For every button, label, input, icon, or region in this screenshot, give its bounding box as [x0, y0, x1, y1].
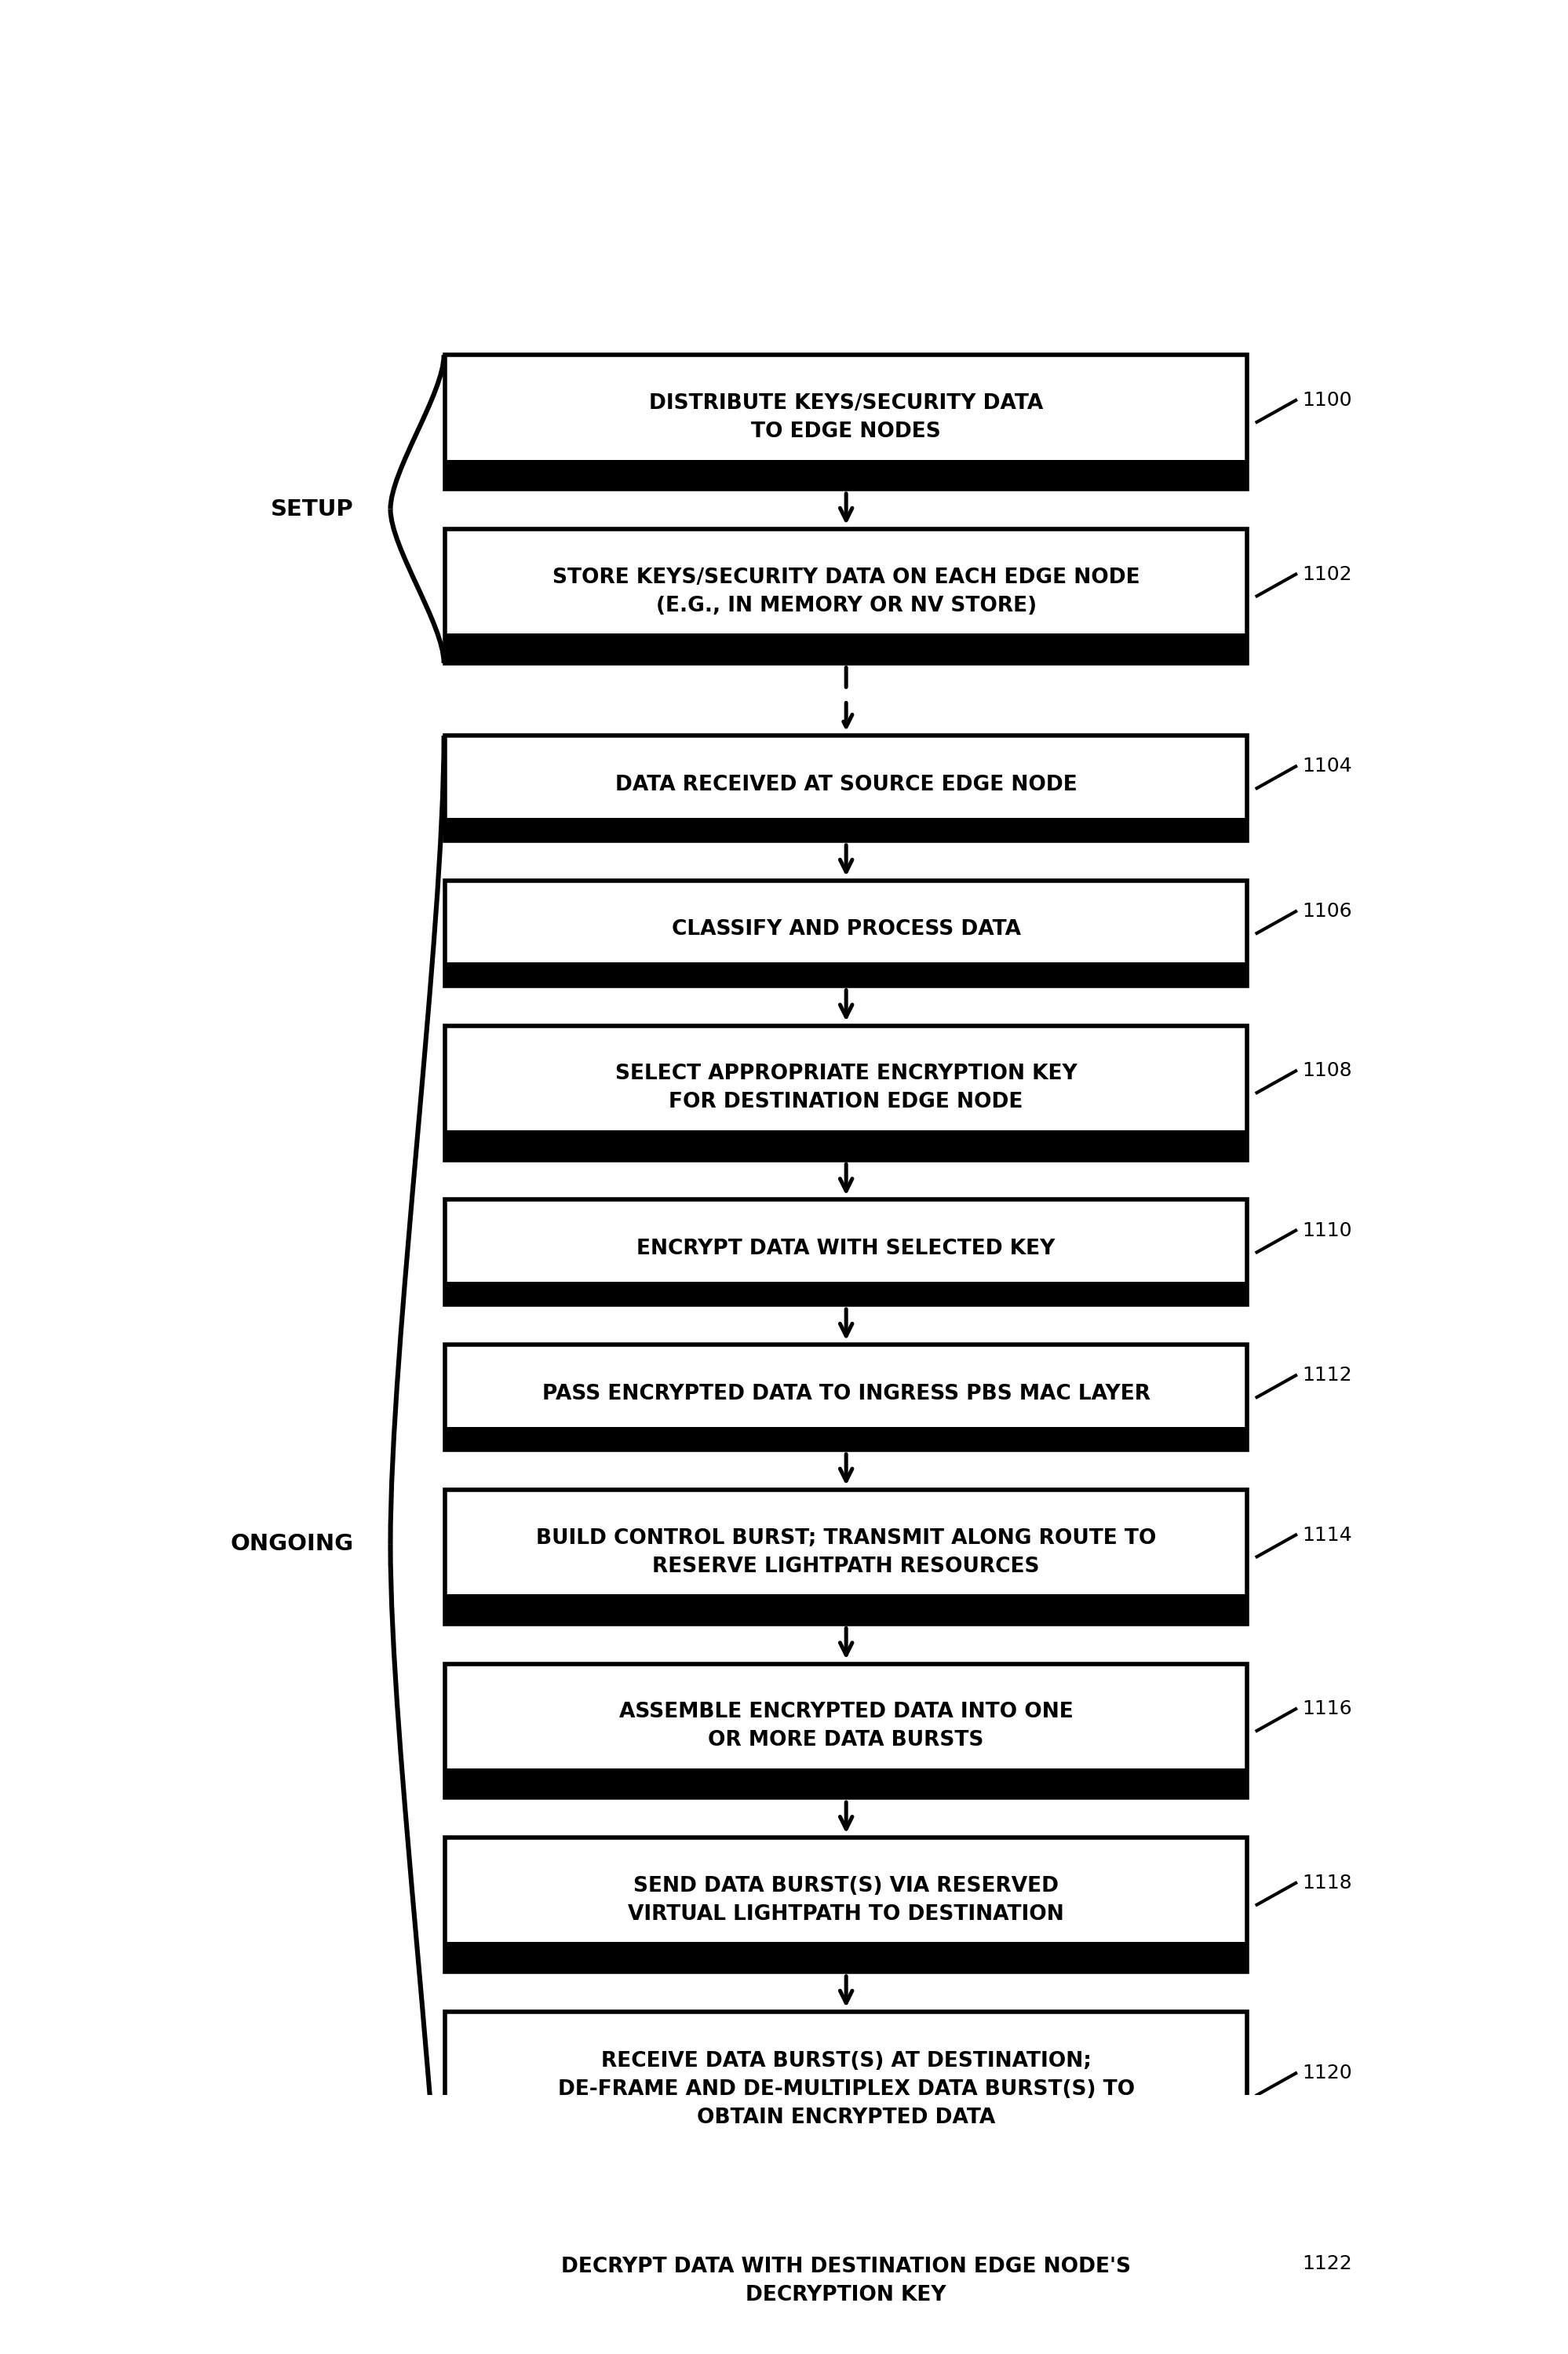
Bar [445, 1942, 1247, 1973]
Bar [445, 1201, 1247, 1304]
Text: 1118: 1118 [1301, 1874, 1352, 1893]
Text: ENCRYPT DATA WITH SELECTED KEY: ENCRYPT DATA WITH SELECTED KEY [637, 1238, 1055, 1259]
Text: DECRYPT DATA WITH DESTINATION EDGE NODE'S
DECRYPTION KEY: DECRYPT DATA WITH DESTINATION EDGE NODE'… [561, 2257, 1131, 2305]
Bar [445, 1344, 1247, 1450]
Bar [447, 1492, 1245, 1594]
Text: SEND DATA BURST(S) VIA RESERVED
VIRTUAL LIGHTPATH TO DESTINATION: SEND DATA BURST(S) VIA RESERVED VIRTUAL … [629, 1876, 1065, 1926]
Text: SETUP: SETUP [271, 499, 354, 520]
Text: RECEIVE DATA BURST(S) AT DESTINATION;
DE-FRAME AND DE-MULTIPLEX DATA BURST(S) TO: RECEIVE DATA BURST(S) AT DESTINATION; DE… [558, 2050, 1135, 2128]
Bar [445, 2217, 1247, 2352]
Bar [447, 1667, 1245, 1768]
Bar [447, 1203, 1245, 1281]
Text: 1100: 1100 [1301, 391, 1352, 410]
Bar [445, 355, 1247, 490]
Bar [445, 1664, 1247, 1798]
Bar [445, 633, 1247, 664]
Bar [445, 2323, 1247, 2352]
Bar [445, 1838, 1247, 1973]
Bar [447, 2015, 1245, 2142]
Bar [445, 1026, 1247, 1161]
Text: PASS ENCRYPTED DATA TO INGRESS PBS MAC LAYER: PASS ENCRYPTED DATA TO INGRESS PBS MAC L… [543, 1384, 1151, 1403]
Bar [447, 1346, 1245, 1427]
Text: 1112: 1112 [1301, 1365, 1352, 1384]
Bar [445, 1130, 1247, 1161]
Bar [447, 358, 1245, 459]
Text: 1106: 1106 [1301, 902, 1352, 920]
Bar [447, 1029, 1245, 1130]
Text: ONGOING: ONGOING [230, 1532, 354, 1556]
Bar [447, 883, 1245, 963]
Text: CLASSIFY AND PROCESS DATA: CLASSIFY AND PROCESS DATA [671, 920, 1021, 939]
Bar [445, 1768, 1247, 1798]
Text: 1108: 1108 [1301, 1062, 1352, 1080]
Bar [447, 2220, 1245, 2323]
Bar [445, 2013, 1247, 2177]
Text: 1120: 1120 [1301, 2064, 1352, 2083]
Text: DATA RECEIVED AT SOURCE EDGE NODE: DATA RECEIVED AT SOURCE EDGE NODE [615, 774, 1077, 796]
Text: STORE KEYS/SECURITY DATA ON EACH EDGE NODE
(E.G., IN MEMORY OR NV STORE): STORE KEYS/SECURITY DATA ON EACH EDGE NO… [552, 567, 1140, 617]
Bar [445, 1594, 1247, 1624]
Text: DISTRIBUTE KEYS/SECURITY DATA
TO EDGE NODES: DISTRIBUTE KEYS/SECURITY DATA TO EDGE NO… [649, 393, 1043, 443]
Text: 1102: 1102 [1301, 565, 1352, 584]
Bar [445, 734, 1247, 840]
Bar [445, 1490, 1247, 1624]
Bar [447, 1841, 1245, 1942]
Text: 1122: 1122 [1301, 2255, 1352, 2274]
Text: 1110: 1110 [1301, 1222, 1352, 1241]
Bar [445, 1281, 1247, 1304]
Bar [445, 817, 1247, 840]
Bar [445, 2142, 1247, 2177]
Bar [445, 963, 1247, 986]
Bar [445, 880, 1247, 986]
Text: 1104: 1104 [1301, 758, 1352, 777]
Text: 1114: 1114 [1301, 1525, 1352, 1544]
Bar [445, 1427, 1247, 1450]
Bar [447, 739, 1245, 817]
Text: SELECT APPROPRIATE ENCRYPTION KEY
FOR DESTINATION EDGE NODE: SELECT APPROPRIATE ENCRYPTION KEY FOR DE… [615, 1064, 1077, 1113]
Bar [447, 532, 1245, 633]
Text: 1116: 1116 [1301, 1700, 1352, 1718]
Text: BUILD CONTROL BURST; TRANSMIT ALONG ROUTE TO
RESERVE LIGHTPATH RESOURCES: BUILD CONTROL BURST; TRANSMIT ALONG ROUT… [536, 1528, 1156, 1577]
Bar [445, 530, 1247, 664]
Text: ASSEMBLE ENCRYPTED DATA INTO ONE
OR MORE DATA BURSTS: ASSEMBLE ENCRYPTED DATA INTO ONE OR MORE… [619, 1702, 1073, 1751]
Bar [445, 459, 1247, 490]
